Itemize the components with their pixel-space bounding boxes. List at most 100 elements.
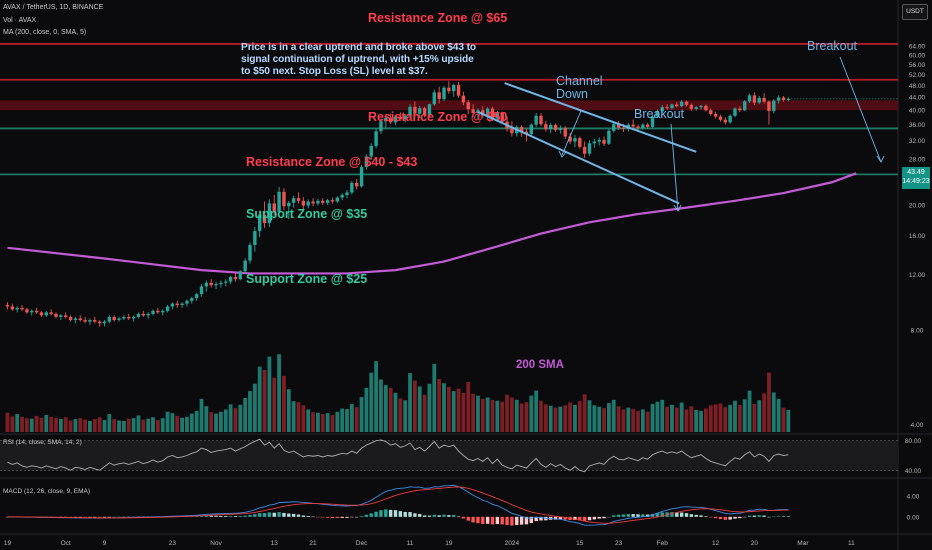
candle-body (752, 95, 757, 103)
candle-body (301, 200, 306, 206)
candle-body (422, 108, 427, 116)
macd-histogram-bar (582, 516, 587, 521)
candle-body (529, 124, 533, 135)
macd-histogram-bar (505, 516, 509, 526)
macd-histogram-bar (306, 516, 310, 517)
volume-bar (539, 400, 543, 432)
volume-bar (514, 399, 519, 432)
candle-body (549, 124, 553, 130)
volume-bar (786, 409, 791, 432)
candle-body (233, 276, 238, 280)
volume-bar (519, 403, 524, 432)
candle-body (607, 130, 611, 144)
candle-body (262, 214, 267, 224)
volume-bar (112, 419, 117, 432)
macd-histogram-bar (704, 516, 708, 517)
candle-body (253, 231, 257, 246)
candle-body (553, 124, 558, 131)
macd-histogram-bar (723, 516, 727, 520)
candle-body (578, 138, 582, 147)
macd-histogram-bar (621, 514, 626, 517)
macd-histogram-bar (612, 515, 616, 517)
volume-bar (621, 409, 626, 432)
candle-body (122, 316, 126, 319)
volume-bar (122, 420, 126, 432)
candle-body (660, 107, 664, 112)
macd-histogram-bar (107, 516, 112, 518)
candle-body (631, 124, 635, 127)
macd-histogram-bar (287, 513, 291, 517)
macd-histogram-bar (776, 516, 781, 517)
candle-body (185, 300, 189, 304)
macd-histogram-bar (500, 516, 504, 525)
volume-bar (73, 419, 78, 432)
candle-body (287, 202, 291, 207)
breakout-arrow-head (876, 155, 885, 163)
macd-histogram-bar (388, 509, 393, 517)
volume-bar (141, 419, 146, 432)
currency-button[interactable]: USDT (902, 4, 928, 20)
price-tick-label: 44.00 (909, 95, 926, 102)
candle-body (728, 115, 732, 123)
candle-body (228, 276, 233, 282)
macd-histogram-bar (209, 515, 213, 517)
candle-body (97, 321, 102, 324)
price-tick-label: 36.00 (909, 122, 926, 129)
macd-histogram-bar (374, 511, 378, 517)
macd-histogram-bar (325, 516, 330, 518)
last-price-tag: 43.49 14:49:23 (902, 167, 930, 189)
time-tick-label: 12 (712, 540, 720, 547)
volume-bar (398, 398, 403, 432)
level-label: Support Zone @ $35 (246, 207, 367, 221)
macd-histogram-bar (437, 515, 441, 517)
axes: 4.008.0012.0016.0020.0024.0028.0032.0036… (4, 44, 926, 547)
volume-bar (742, 399, 747, 432)
volume-bar (466, 381, 471, 432)
macd-histogram-bar (510, 516, 514, 526)
macd-histogram-bar (422, 515, 427, 517)
volume-bar (325, 413, 330, 432)
volume-bar (68, 420, 73, 432)
volume-bar (58, 419, 63, 432)
candle-body (194, 294, 199, 299)
candle-body (582, 146, 587, 154)
candle-body (321, 200, 325, 203)
volume-bar (388, 387, 393, 432)
candle-body (59, 315, 63, 317)
candle-body (311, 201, 315, 204)
candle-body (563, 127, 567, 137)
macd-histogram-bar (452, 515, 456, 517)
candle-body (335, 197, 339, 202)
ma-indicator-label[interactable]: MA (200, close, 0, SMA, 5) (3, 29, 87, 36)
candle-body (316, 200, 320, 204)
volume-bar (364, 387, 369, 432)
volume-bar (611, 399, 616, 432)
candle-body (461, 95, 466, 103)
macd-histogram-bar (204, 515, 209, 517)
time-tick-label: 13 (271, 540, 279, 547)
candle-body (568, 136, 572, 142)
candle-body (248, 245, 252, 261)
volume-bar (446, 386, 451, 432)
volume-bar (718, 403, 723, 432)
volume-bar (451, 391, 456, 432)
candle-body (398, 116, 403, 120)
candle-body (432, 92, 436, 105)
volume-bar (534, 390, 539, 432)
macd-pane: MACD (12, 26, close, 9, EMA) (3, 484, 791, 526)
macd-histogram-bar (117, 516, 121, 518)
volume-indicator-label[interactable]: Vol · AVAX (3, 17, 37, 24)
volume-bar (39, 417, 44, 432)
candle-body (621, 127, 626, 129)
candle-body (772, 100, 776, 111)
candle-body (180, 303, 184, 306)
macd-histogram-bar (330, 516, 335, 518)
macd-histogram-bar (359, 516, 364, 517)
volume-bar (97, 417, 102, 432)
volume-bar (422, 394, 427, 432)
macd-histogram-bar (427, 515, 432, 517)
volume-bar (252, 383, 257, 432)
candle-body (481, 110, 485, 116)
symbol-title[interactable]: AVAX / TetherUS, 1D, BINANCE (3, 4, 104, 11)
